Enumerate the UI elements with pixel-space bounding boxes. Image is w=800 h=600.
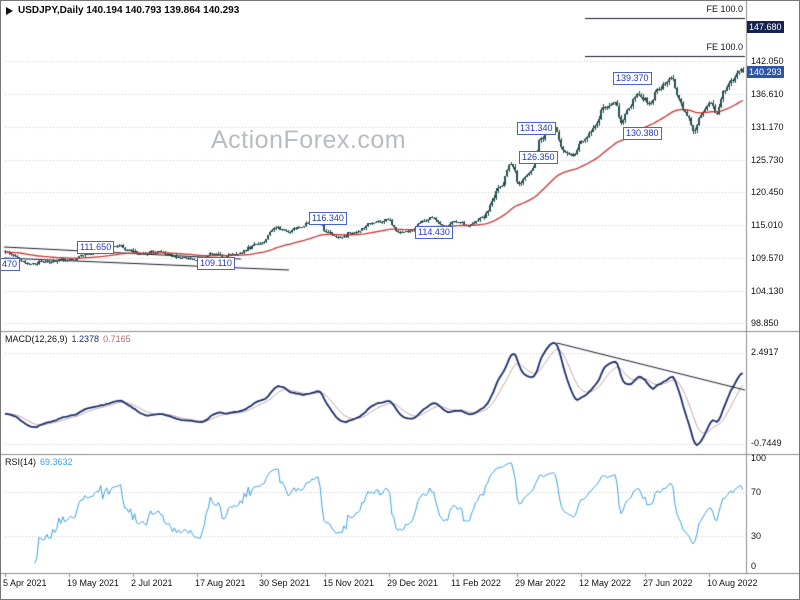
macd-main-value: 1.2378 [71,334,100,344]
macd-label: MACD(12,26,9) [5,334,68,344]
price-axis[interactable] [747,1,799,573]
rsi-label: RSI(14) [5,457,37,467]
time-axis[interactable] [1,573,746,599]
rsi-value: 69.3632 [40,457,73,467]
rsi-indicator-label: RSI(14) 69.3632 [5,457,73,467]
macd-indicator-label: MACD(12,26,9) 1.2378 0.7165 [5,334,131,344]
macd-signal-value: 0.7165 [103,334,131,344]
symbol-ohlc-line: USDJPY,Daily 140.194 140.793 139.864 140… [18,5,240,16]
chart-symbol-icon [6,7,13,15]
